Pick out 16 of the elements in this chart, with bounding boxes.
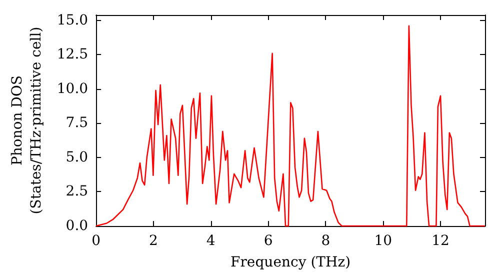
x-tick-label: 6 — [264, 233, 273, 249]
y-tick-label: 15.0 — [56, 12, 88, 28]
y-tick-label: 7.5 — [66, 115, 88, 132]
x-tick-label: 0 — [92, 233, 101, 249]
y-tick-label: 2.5 — [66, 184, 88, 200]
x-tick-label: 4 — [206, 233, 216, 249]
y-tick-label: 10.0 — [56, 80, 88, 97]
x-tick-label: 2 — [149, 233, 158, 249]
y-axis-title: Phonon DOS (States/THz·primitive cell) — [10, 26, 44, 214]
y-tick-label: 12.5 — [56, 46, 88, 63]
y-tick-label: 0.0 — [66, 218, 88, 234]
x-axis-title: Frequency (THz) — [230, 254, 351, 270]
x-tick-label: 10 — [374, 233, 392, 249]
x-tick-label: 8 — [321, 233, 330, 249]
x-tick-label: 12 — [432, 233, 450, 249]
y-tick-label: 5.0 — [66, 149, 88, 166]
